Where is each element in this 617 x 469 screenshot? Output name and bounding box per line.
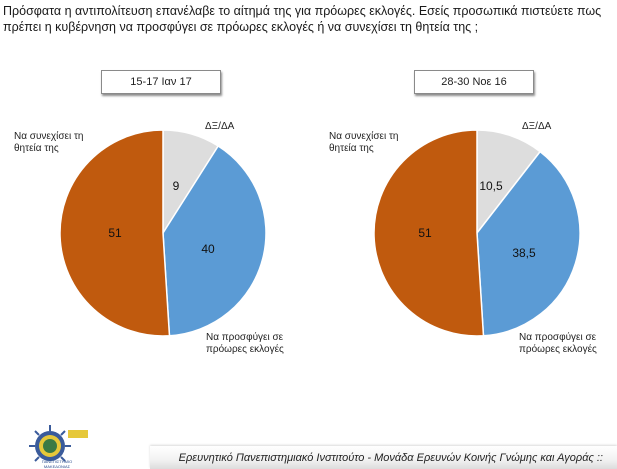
label-dk-left: ΔΞ/ΔΑ [205, 121, 234, 133]
value-continue-right: 51 [418, 226, 431, 240]
value-dk-right: 10,5 [479, 179, 502, 193]
label-elections-left: Να προσφύγει σε πρόωρες εκλογές [206, 332, 284, 356]
logo-caption: ΠΑΝΕΠΙΣΤΗΜΙΟ ΜΑΚΕΔΟΝΙΑΣ [38, 459, 76, 469]
footer-bar: Ερευνητικό Πανεπιστημιακό Ινστιτούτο - Μ… [150, 446, 617, 469]
label-dk-right: ΔΞ/ΔΑ [522, 121, 551, 133]
label-continue-right: Να συνεχίσει τη θητεία της [329, 131, 399, 155]
footer-text: Ερευνητικό Πανεπιστημιακό Ινστιτούτο - Μ… [179, 452, 603, 464]
value-dk-left: 9 [173, 179, 180, 193]
label-continue-left: Να συνεχίσει τη θητεία της [14, 131, 84, 155]
label-elections-right: Να προσφύγει σε πρόωρες εκλογές [519, 332, 597, 356]
value-elections-right: 38,5 [512, 246, 535, 260]
value-continue-left: 51 [108, 226, 121, 240]
value-elections-left: 40 [201, 242, 214, 256]
